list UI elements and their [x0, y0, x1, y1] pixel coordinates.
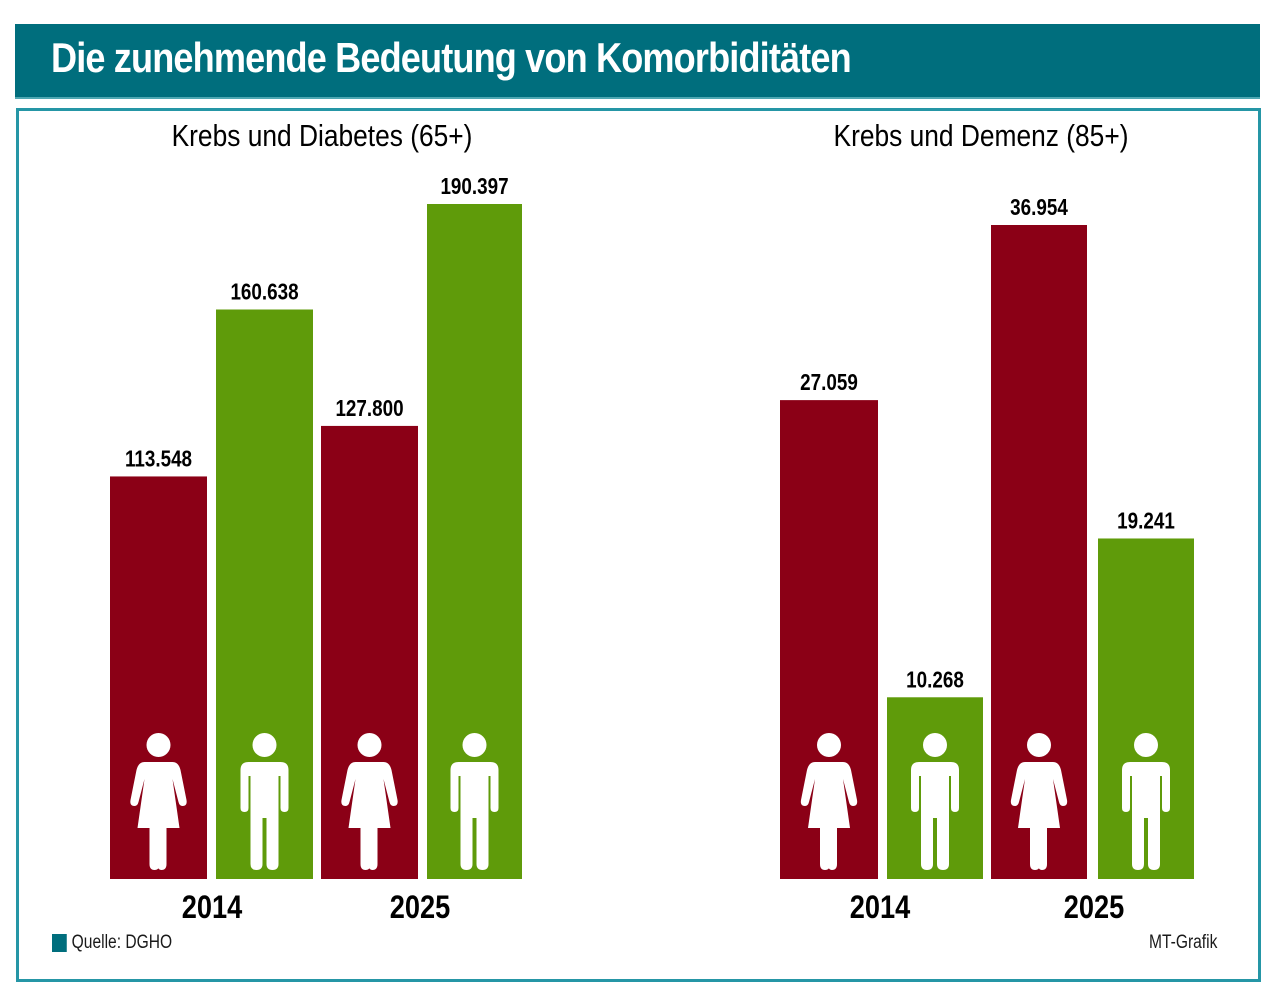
source-marker-icon — [52, 934, 67, 952]
year-label: 2014 — [182, 890, 243, 926]
value-label: 160.638 — [230, 280, 298, 305]
year-label: 2025 — [1064, 890, 1124, 926]
year-label: 2014 — [850, 890, 911, 926]
male-icon — [240, 733, 289, 870]
male-icon — [1122, 733, 1170, 870]
bar-2025-male — [1098, 538, 1194, 879]
source-text: Quelle: DGHO — [71, 932, 173, 953]
male-icon — [911, 733, 959, 870]
page-title: Die zunehmende Bedeutung von Komorbiditä… — [51, 34, 852, 81]
chart-panel-krebs-diabetes: Krebs und Diabetes (65+) 113.548 160.638 2… — [110, 119, 522, 926]
value-label: 19.241 — [1117, 509, 1175, 534]
value-label: 127.800 — [335, 396, 403, 421]
header-bar: Die zunehmende Bedeutung von Komorbiditä… — [15, 24, 1260, 99]
female-icon — [800, 733, 858, 870]
female-icon — [130, 733, 187, 870]
value-label: 36.954 — [1010, 195, 1068, 220]
chart-title: Krebs und Diabetes (65+) — [172, 119, 473, 153]
value-label: 27.059 — [800, 370, 858, 395]
male-icon — [450, 733, 499, 870]
graphic-credit: MT-Grafik — [1148, 932, 1217, 953]
value-label: 10.268 — [906, 668, 964, 693]
chart-frame — [16, 108, 1261, 982]
chart-panel-krebs-demenz: Krebs und Demenz (85+) 27.059 10.268 2014 3… — [780, 119, 1194, 926]
year-label: 2025 — [390, 890, 450, 926]
value-label: 113.548 — [125, 447, 192, 472]
value-label: 190.397 — [440, 174, 508, 199]
chart-title: Krebs und Demenz (85+) — [834, 119, 1129, 153]
female-icon — [341, 733, 398, 870]
female-icon — [1010, 733, 1068, 870]
source-note: Quelle: DGHO — [52, 932, 172, 954]
